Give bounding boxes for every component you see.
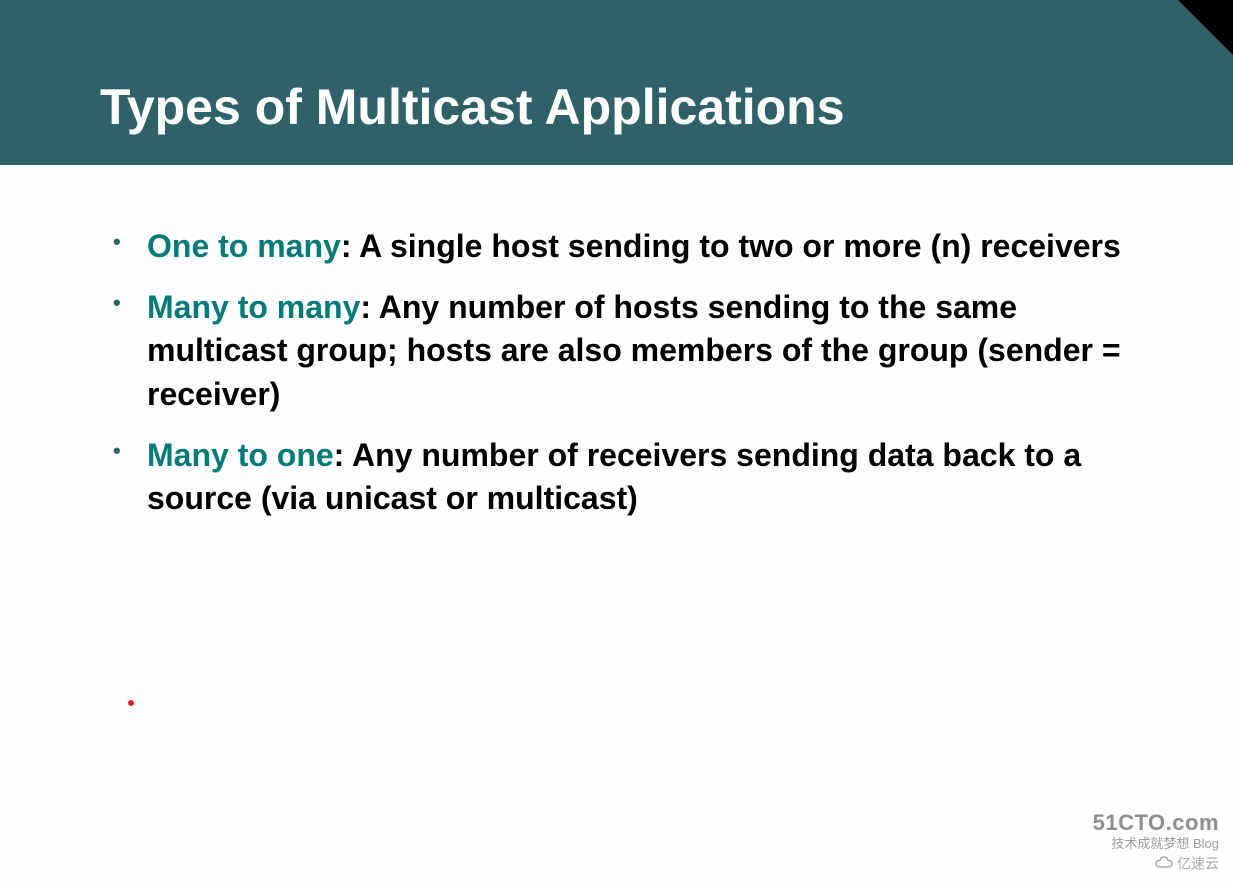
slide-header: Types of Multicast Applications [0,0,1233,165]
watermark-line3: 亿速云 [1093,856,1219,873]
bullet-list: One to many: A single host sending to tw… [105,225,1153,520]
slide: Types of Multicast Applications One to m… [0,0,1233,883]
red-dot-icon [128,700,134,706]
bullet-term: One to many [147,228,341,264]
bullet-term: Many to one [147,437,334,473]
watermark-line3-text: 亿速云 [1177,855,1219,871]
list-item: One to many: A single host sending to tw… [105,225,1153,268]
slide-body: One to many: A single host sending to tw… [105,225,1153,538]
slide-title: Types of Multicast Applications [100,78,845,136]
watermark: 51CTO.com 技术成就梦想 Blog 亿速云 [1093,811,1219,873]
list-item: Many to many: Any number of hosts sendin… [105,286,1153,416]
list-item: Many to one: Any number of receivers sen… [105,434,1153,520]
cloud-icon [1155,856,1173,873]
bullet-term: Many to many [147,289,360,325]
bullet-desc: : A single host sending to two or more (… [341,228,1121,264]
watermark-line1: 51CTO.com [1093,811,1219,835]
watermark-line2: 技术成就梦想 Blog [1093,837,1219,851]
corner-triangle-icon [1178,0,1233,55]
